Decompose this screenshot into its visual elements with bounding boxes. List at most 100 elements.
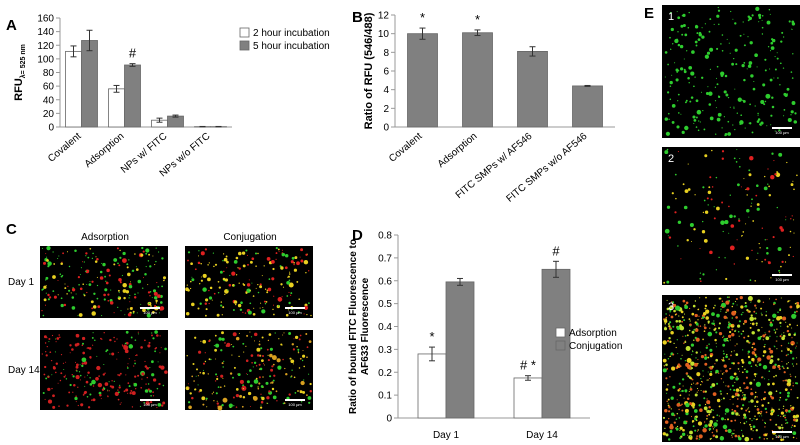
micrograph-particle [269, 375, 272, 378]
micrograph-particle [91, 280, 94, 283]
micrograph-particle [673, 342, 675, 345]
micrograph-particle [772, 319, 775, 322]
micrograph-particle [728, 334, 732, 338]
micrograph-particle [185, 311, 190, 316]
micrograph-particle [81, 261, 84, 263]
micrograph-particle [755, 355, 758, 358]
micrograph-particle [92, 332, 94, 334]
micrograph-particle [70, 292, 72, 294]
micrograph-particle [700, 380, 703, 383]
micrograph-particle [48, 338, 51, 340]
micrograph-particle [205, 399, 207, 401]
micrograph-particle [144, 389, 149, 393]
micrograph-particle [128, 297, 130, 299]
micrograph-particle [680, 357, 682, 360]
micrograph-particle [301, 359, 304, 362]
micrograph-particle [59, 273, 62, 275]
micrograph-particle [231, 354, 233, 356]
micrograph-particle [114, 340, 116, 343]
annotation: * [475, 12, 480, 27]
micrograph-particle [778, 315, 783, 320]
micrograph-particle [117, 262, 119, 265]
micrograph-particle [674, 211, 677, 214]
micrograph-particle [755, 307, 757, 309]
micrograph-particle [102, 262, 106, 267]
micrograph-particle [786, 411, 788, 414]
y-axis-label: RFUλ= 525 nm [13, 44, 27, 101]
micrograph-particle [694, 194, 696, 196]
micrograph-particle [784, 416, 787, 419]
micrograph-particle [777, 77, 779, 79]
micrograph-particle [280, 283, 283, 286]
micrograph-particle [683, 313, 686, 315]
micrograph-particle [729, 214, 733, 219]
micrograph-particle [155, 299, 158, 303]
micrograph-particle [245, 249, 248, 252]
micrograph-particle [271, 260, 275, 264]
micrograph-particle [740, 186, 742, 188]
micrograph-particle [300, 380, 305, 386]
micrograph-particle [149, 400, 153, 404]
micrograph-particle [687, 188, 691, 191]
micrograph-particle [56, 337, 60, 340]
micrograph-particle [790, 218, 792, 220]
micrograph-particle [303, 313, 305, 315]
micrograph-particle [670, 315, 674, 319]
micrograph-particle [259, 340, 261, 342]
micrograph-particle [755, 6, 760, 11]
micrograph-particle [261, 309, 266, 314]
micrograph-particle [113, 380, 115, 383]
micrograph-particle [127, 272, 131, 277]
micrograph-particle [671, 120, 675, 124]
micrograph-particle [704, 362, 708, 366]
micrograph-particle [91, 336, 94, 339]
micrograph-particle [689, 388, 693, 391]
micrograph-particle [665, 377, 668, 380]
micrograph-particle [126, 366, 128, 368]
micrograph-particle [691, 350, 693, 352]
micrograph-particle [81, 336, 86, 341]
micrograph-particle [235, 256, 239, 260]
micrograph-particle [734, 419, 737, 422]
micrograph-particle [721, 399, 723, 400]
y-tick-label: 120 [37, 41, 54, 52]
micrograph-particle [771, 96, 774, 99]
micrograph-particle [88, 283, 92, 286]
micrograph-particle [157, 294, 161, 298]
micrograph-particle [103, 363, 105, 366]
micrograph-particle [126, 263, 129, 266]
micrograph-particle [780, 344, 783, 347]
micrograph-particle [253, 332, 258, 337]
micrograph-particle [720, 305, 722, 307]
micrograph-particle [752, 220, 755, 222]
micrograph-particle [679, 426, 683, 430]
micrograph-particle [676, 326, 681, 330]
micrograph-particle [149, 367, 151, 369]
micrograph-background [40, 330, 168, 410]
scale-bar-label: 100 µm [775, 130, 789, 135]
micrograph-particle [145, 383, 147, 385]
micrograph-particle [96, 284, 99, 287]
micrograph-particle [92, 252, 94, 255]
micrograph-particle [731, 408, 734, 411]
micrograph-particle [108, 274, 111, 277]
micrograph-particle [752, 425, 756, 429]
micrograph-particle [795, 345, 797, 347]
micrograph-particle [116, 358, 118, 360]
micrograph-particle [270, 368, 274, 372]
micrograph-particle [287, 309, 289, 311]
micrograph-particle [764, 433, 768, 437]
micrograph-particle [77, 404, 79, 407]
micrograph-particle [45, 276, 49, 280]
micrograph-particle [709, 250, 713, 255]
micrograph-particle [681, 130, 685, 134]
micrograph-particle [219, 386, 222, 389]
micrograph-particle [700, 384, 702, 386]
micrograph-particle [255, 364, 258, 367]
micrograph-particle [751, 346, 754, 349]
micrograph-particle [719, 436, 725, 441]
micrograph-particle [743, 178, 745, 180]
micrograph-particle [775, 434, 777, 436]
legend-swatch [239, 40, 250, 51]
micrograph-particle [758, 363, 762, 366]
